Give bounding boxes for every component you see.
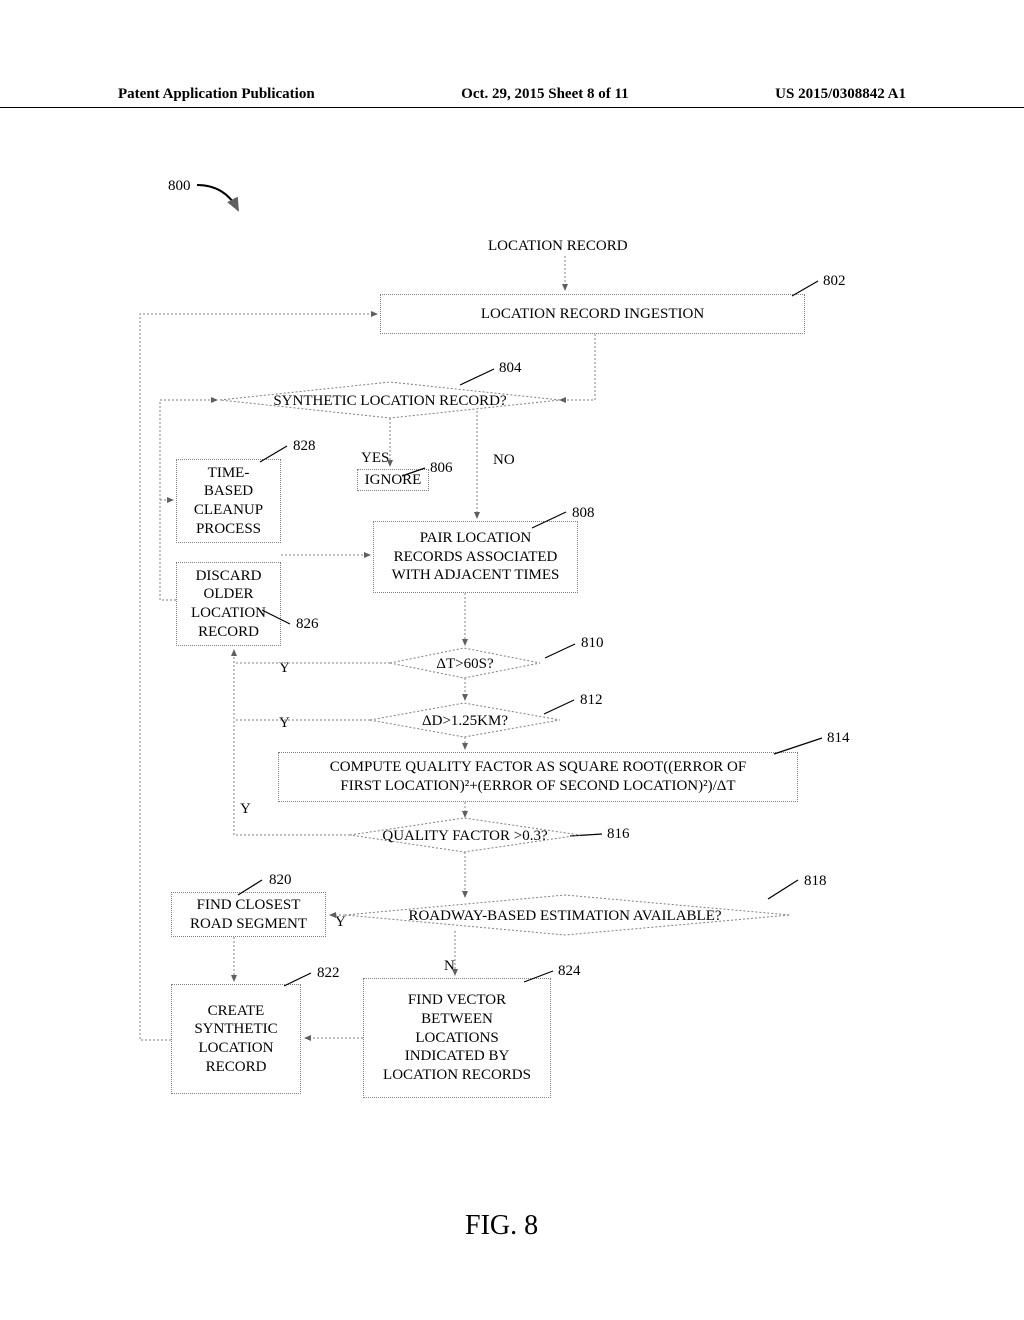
leader-810 <box>545 644 575 658</box>
leader-820 <box>238 880 262 895</box>
leader-824 <box>524 971 553 982</box>
leader-806 <box>402 468 425 476</box>
leader-804 <box>460 369 494 385</box>
decision-818-text: ROADWAY-BASED ESTIMATION AVAILABLE? <box>408 908 721 924</box>
leader-814 <box>774 738 822 754</box>
decision-812-text: ΔD>1.25KM? <box>422 713 508 729</box>
arrow-822-to-802 <box>140 314 377 1040</box>
flowchart-svg: SYNTHETIC LOCATION RECORD? ΔT>60S? ΔD>1.… <box>0 0 1024 1320</box>
arrow-802-to-804 <box>560 334 595 400</box>
leader-812 <box>544 700 574 714</box>
leader-826 <box>262 610 290 624</box>
decision-816-text: QUALITY FACTOR >0.3? <box>382 828 548 844</box>
leader-808 <box>532 512 566 528</box>
leader-818 <box>768 880 798 899</box>
leader-822 <box>284 973 311 986</box>
leader-802 <box>792 281 818 296</box>
ref-800-arrow <box>197 185 238 210</box>
decision-810-text: ΔT>60S? <box>436 656 494 672</box>
leader-828 <box>260 446 287 462</box>
decision-804-text: SYNTHETIC LOCATION RECORD? <box>273 393 507 409</box>
